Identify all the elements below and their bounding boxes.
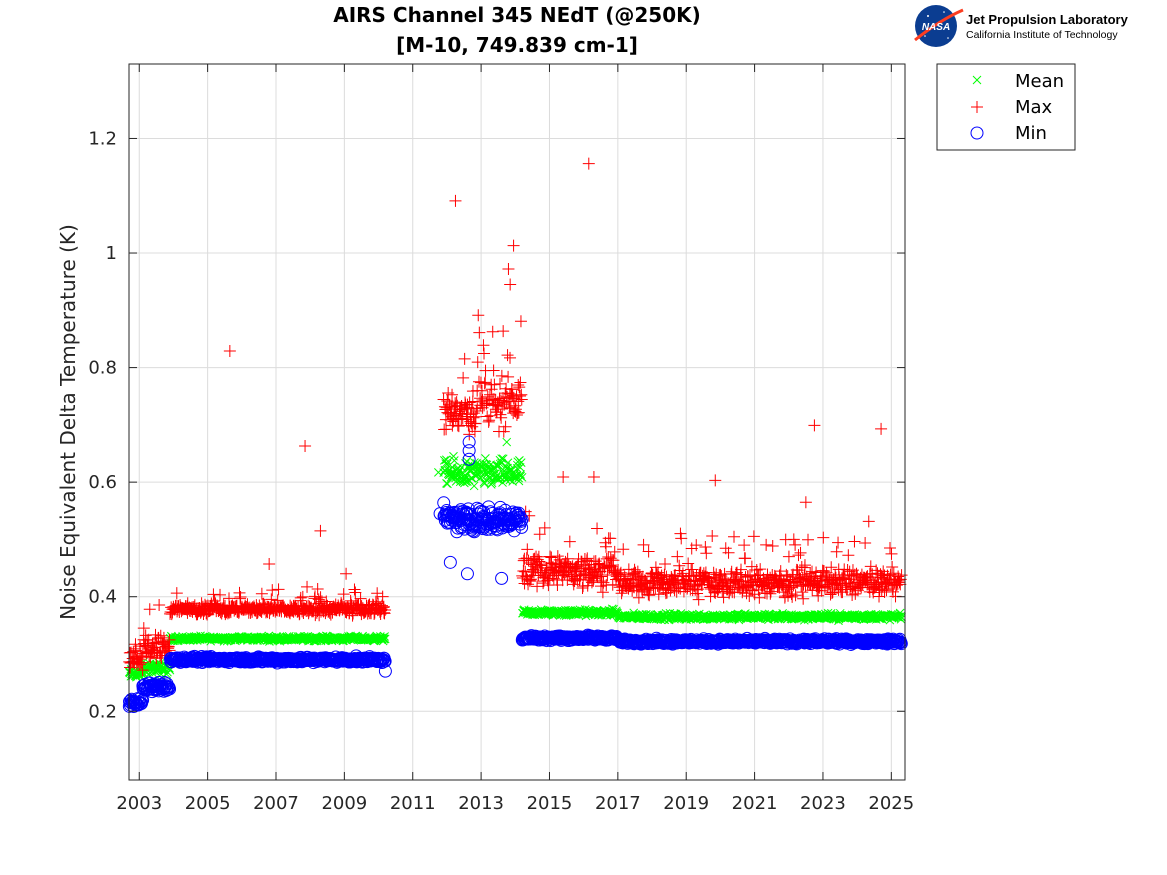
- max-point: [154, 629, 167, 642]
- mean-point: [440, 456, 449, 465]
- chart-title-line-1: AIRS Channel 345 NEdT (@250K): [333, 3, 701, 27]
- mean-point: [486, 479, 496, 489]
- y-tick-label: 0.2: [88, 701, 117, 722]
- max-point: [129, 638, 142, 651]
- x-tick-label: 2013: [458, 793, 504, 814]
- x-tick-label: 2005: [185, 793, 231, 814]
- mean-point: [451, 477, 461, 486]
- max-point: [136, 664, 149, 677]
- y-tick-labels: 0.2 0.4 0.6 0.8 1 1.2: [88, 128, 117, 722]
- nasa-badge-text: NASA: [922, 22, 950, 33]
- mean-point: [897, 612, 906, 622]
- max-point: [163, 633, 176, 646]
- max-point: [143, 603, 156, 616]
- y-tick-label: 1.2: [88, 128, 117, 149]
- y-tick-label: 0.4: [88, 587, 117, 608]
- max-point: [133, 658, 146, 671]
- series-max: [123, 157, 908, 677]
- x-tick-label: 2011: [390, 793, 436, 814]
- y-tick-label: 0.6: [88, 472, 117, 493]
- jpl-subtitle: California Institute of Technology: [966, 29, 1118, 41]
- x-tick-label: 2003: [116, 793, 162, 814]
- x-tick-label: 2007: [253, 793, 299, 814]
- mean-point: [512, 464, 522, 473]
- mean-point: [516, 470, 526, 479]
- x-tick-label: 2009: [321, 793, 367, 814]
- y-axis-label: Noise Equivalent Delta Temperature (K): [56, 224, 80, 620]
- chart-title-line-2: [M-10, 749.839 cm-1]: [396, 33, 638, 57]
- mean-point: [517, 472, 527, 482]
- mean-point: [480, 479, 489, 489]
- mean-point: [497, 454, 507, 463]
- y-tick-label: 0.8: [88, 358, 117, 379]
- max-point: [149, 628, 162, 641]
- legend-label-min: Min: [1015, 123, 1047, 144]
- legend-label-mean: Mean: [1015, 71, 1064, 92]
- x-tick-label: 2025: [868, 793, 914, 814]
- max-point: [153, 599, 166, 612]
- jpl-title: Jet Propulsion Laboratory: [966, 12, 1129, 27]
- mean-point: [498, 454, 508, 464]
- mean-point: [516, 458, 526, 468]
- mean-point: [469, 481, 479, 491]
- mean-point: [471, 470, 480, 479]
- mean-point: [449, 456, 459, 465]
- grid: [129, 64, 905, 780]
- nasa-meatball-icon: NASA: [914, 5, 964, 47]
- mean-point: [498, 478, 507, 487]
- x-tick-label: 2023: [800, 793, 846, 814]
- y-tick-label: 1: [106, 243, 117, 264]
- x-tick-label: 2021: [732, 793, 778, 814]
- plot-area: [129, 64, 905, 780]
- mean-point: [482, 460, 492, 470]
- max-point: [137, 622, 150, 635]
- max-point: [148, 644, 161, 657]
- x-tick-labels: 2003 2005 2007 2009 2011 2013 2015 2017 2019 2021…: [116, 793, 914, 814]
- mean-point: [487, 478, 497, 488]
- mean-point: [443, 479, 452, 489]
- max-point: [134, 649, 147, 662]
- mean-point: [434, 468, 443, 477]
- x-tick-label: 2015: [527, 793, 573, 814]
- max-point: [150, 636, 163, 649]
- data-points: [122, 157, 908, 714]
- mean-point: [380, 632, 389, 641]
- x-tick-label: 2017: [595, 793, 641, 814]
- max-point: [170, 587, 183, 600]
- x-tick-label: 2019: [663, 793, 709, 814]
- mean-point: [441, 459, 451, 468]
- legend-label-max: Max: [1015, 97, 1053, 118]
- mean-point: [896, 614, 906, 624]
- mean-point: [503, 458, 513, 468]
- mean-point: [502, 437, 512, 447]
- jpl-logo: NASA Jet Propulsion Laboratory Californi…: [914, 5, 1129, 47]
- max-point: [162, 642, 175, 655]
- legend: Mean Max Min: [936, 63, 1076, 151]
- mean-point: [380, 634, 390, 644]
